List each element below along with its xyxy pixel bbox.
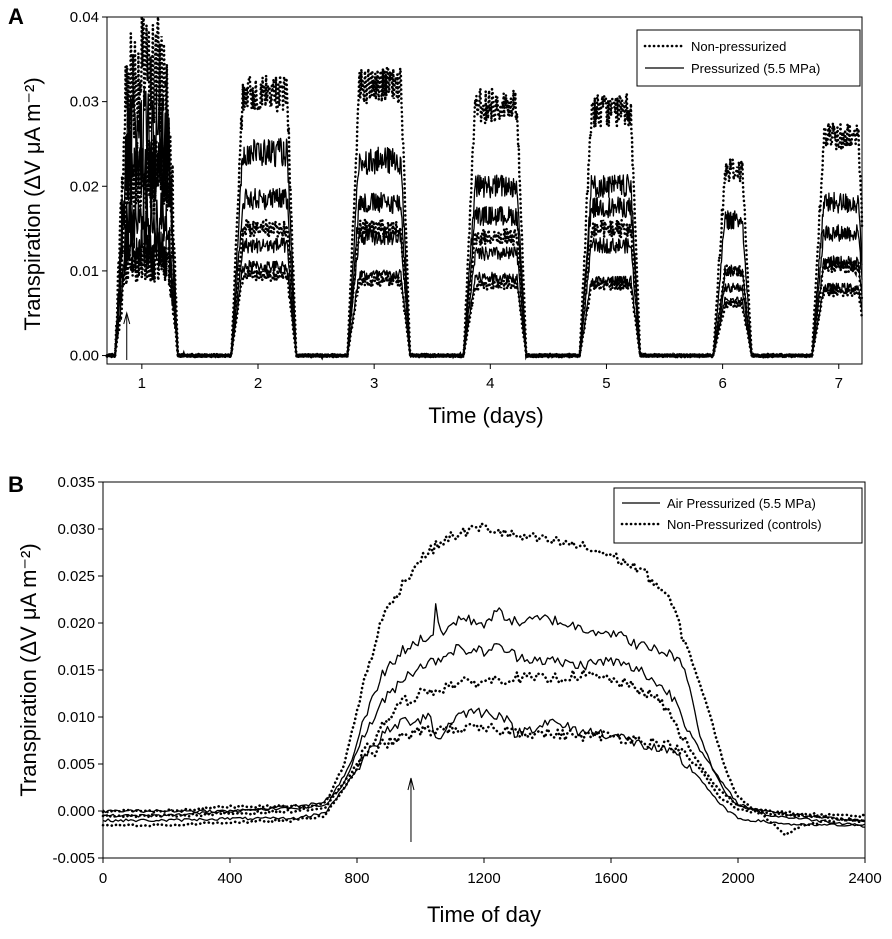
panel-b-y-axis-title: Transpiration (ΔV μA m⁻²) bbox=[16, 543, 41, 796]
panel-a-x-tick-label-6: 7 bbox=[835, 375, 843, 392]
panel-b-x-tick-label-4: 1600 bbox=[594, 870, 627, 887]
panel-b-y-tick-label-0: -0.005 bbox=[52, 850, 95, 867]
panel-b-series-line-1 bbox=[102, 643, 866, 826]
panel-a-arrow-annotation bbox=[123, 311, 131, 360]
panel-a-y-tick-label-0: 0.00 bbox=[70, 348, 99, 365]
panel-b-legend-label-0: Air Pressurized (5.5 MPa) bbox=[667, 496, 816, 511]
panel-b-x-ticks: 0 400 800 1200 1600 2000 2400 bbox=[99, 858, 882, 887]
panel-a-x-tick-label-4: 5 bbox=[602, 375, 610, 392]
panel-a-x-axis-title: Time (days) bbox=[428, 403, 543, 428]
panel-b-legend-box bbox=[613, 487, 863, 544]
panel-a-x-tick-label-2: 3 bbox=[370, 375, 378, 392]
panel-b-series-line-4 bbox=[101, 665, 867, 819]
panel-a-arrow-head bbox=[123, 311, 131, 325]
panel-a-y-tick-label-2: 0.02 bbox=[70, 178, 99, 195]
panel-a-legend-box bbox=[636, 29, 861, 87]
panel-b-y-tick-label-2: 0.005 bbox=[57, 756, 95, 773]
panel-b-arrow-head bbox=[407, 777, 415, 791]
panel-b-y-ticks: -0.005 0.000 0.005 0.010 0.015 0.020 0.025 0.03… bbox=[52, 474, 103, 867]
panel-b-y-tick-label-7: 0.030 bbox=[57, 521, 95, 538]
panel-a-series bbox=[105, 15, 864, 363]
panel-b-series-line-3 bbox=[101, 520, 867, 837]
panel-a-y-axis-title: Transpiration (ΔV μA m⁻²) bbox=[20, 77, 45, 330]
panel-b-legend: Air Pressurized (5.5 MPa) Non-Pressurize… bbox=[613, 487, 863, 544]
panel-b-x-tick-label-3: 1200 bbox=[467, 870, 500, 887]
panel-b-x-axis-title: Time of day bbox=[427, 902, 541, 927]
panel-b-y-tick-label-3: 0.010 bbox=[57, 709, 95, 726]
panel-a-x-tick-label-5: 6 bbox=[718, 375, 726, 392]
panel-b-y-tick-label-6: 0.025 bbox=[57, 568, 95, 585]
panel-a-y-tick-label-4: 0.04 bbox=[70, 9, 99, 26]
panel-a-legend-label-1: Pressurized (5.5 MPa) bbox=[691, 61, 820, 76]
panel-a: A 1 2 3 4 5 6 7 0.00 0.01 0.02 0.03 0.04 Time (day… bbox=[8, 4, 864, 428]
panel-a-letter: A bbox=[8, 4, 24, 29]
panel-a-y-tick-label-1: 0.01 bbox=[70, 263, 99, 280]
panel-a-plot-frame bbox=[106, 16, 863, 365]
panel-a-x-tick-label-1: 2 bbox=[254, 375, 262, 392]
panel-b-x-tick-label-1: 400 bbox=[217, 870, 242, 887]
panel-b: B 0 400 800 1200 1600 2000 2400 -0.005 0.000 0.0… bbox=[8, 472, 882, 927]
panel-a-x-ticks: 1 2 3 4 5 6 7 bbox=[138, 364, 843, 392]
panel-b-series-line-2 bbox=[102, 707, 866, 828]
panel-b-x-tick-label-0: 0 bbox=[99, 870, 107, 887]
panel-b-y-tick-label-5: 0.020 bbox=[57, 615, 95, 632]
panel-b-series-line-0 bbox=[102, 603, 866, 823]
panel-b-legend-label-1: Non-Pressurized (controls) bbox=[667, 517, 822, 532]
panel-a-y-ticks: 0.00 0.01 0.02 0.03 0.04 bbox=[70, 9, 107, 365]
panel-b-y-tick-label-1: 0.000 bbox=[57, 803, 95, 820]
panel-a-legend: Non-pressurized Pressurized (5.5 MPa) bbox=[636, 29, 861, 87]
panel-b-arrow-annotation bbox=[407, 777, 415, 842]
panel-a-x-tick-label-3: 4 bbox=[486, 375, 494, 392]
panel-b-x-tick-label-5: 2000 bbox=[721, 870, 754, 887]
panel-b-y-tick-label-8: 0.035 bbox=[57, 474, 95, 491]
panel-b-letter: B bbox=[8, 472, 24, 497]
panel-b-series bbox=[101, 520, 867, 837]
panel-b-y-tick-label-4: 0.015 bbox=[57, 662, 95, 679]
panel-a-x-tick-label-0: 1 bbox=[138, 375, 146, 392]
panel-a-y-tick-label-3: 0.03 bbox=[70, 94, 99, 111]
panel-b-x-tick-label-2: 800 bbox=[344, 870, 369, 887]
panel-b-series-line-5 bbox=[101, 722, 867, 828]
panel-a-legend-label-0: Non-pressurized bbox=[691, 39, 786, 54]
panel-a-series-line-6 bbox=[106, 226, 863, 358]
panel-b-x-tick-label-6: 2400 bbox=[848, 870, 881, 887]
